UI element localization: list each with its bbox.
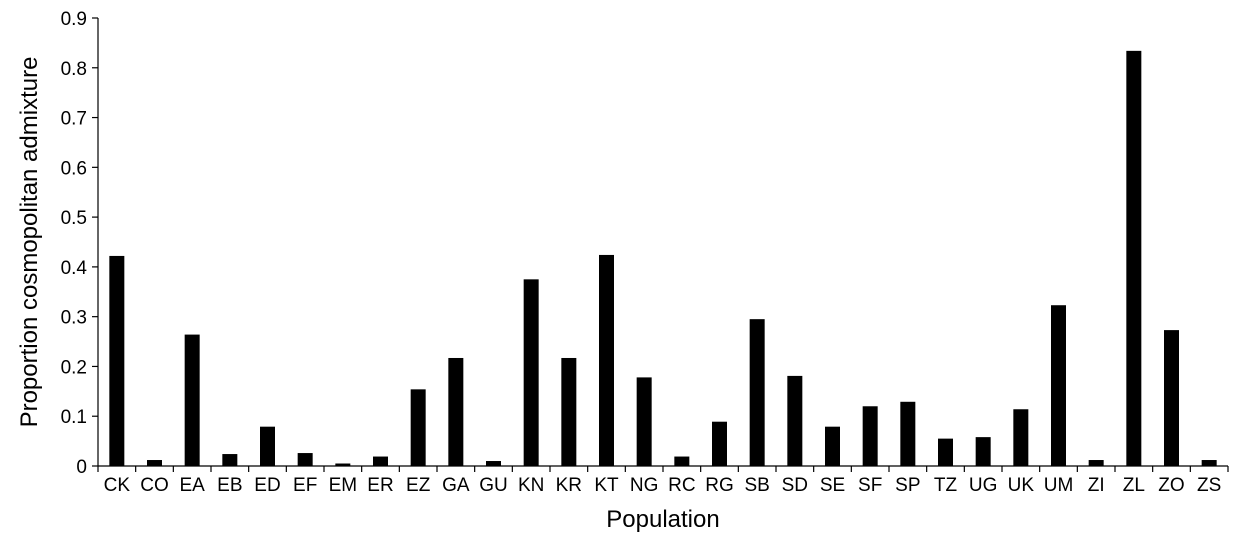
bar-zi	[1088, 460, 1104, 466]
bar-zo	[1164, 330, 1179, 466]
bar-rg	[712, 421, 727, 466]
x-tick-label-kr: KR	[556, 475, 582, 496]
x-tick-label-rg: RG	[705, 475, 734, 496]
bar-se	[825, 426, 840, 466]
y-tick-label: 0.1	[61, 407, 87, 428]
x-axis-label: Population	[606, 506, 719, 533]
bar-ga	[448, 357, 464, 466]
x-tick-label-sb: SB	[744, 475, 769, 496]
bar-gu	[486, 461, 501, 466]
x-tick-label-gu: GU	[479, 475, 508, 496]
x-tick-label-ea: EA	[179, 475, 205, 496]
x-tick-label-tz: TZ	[934, 475, 958, 496]
bar-co	[147, 460, 162, 466]
bar-em	[335, 463, 351, 466]
y-tick-label: 0.7	[61, 109, 87, 130]
x-tick-label-um: UM	[1044, 475, 1074, 496]
x-tick-label-ed: ED	[254, 475, 280, 496]
x-tick-label-eb: EB	[217, 475, 242, 496]
y-tick-label: 0	[76, 457, 87, 478]
x-tick-label-ug: UG	[969, 475, 998, 496]
y-tick-label: 0.9	[61, 9, 87, 30]
bar-um	[1051, 305, 1066, 466]
x-tick-label-zo: ZO	[1158, 475, 1184, 496]
x-tick-label-sf: SF	[858, 475, 882, 496]
x-tick-label-kt: KT	[594, 475, 619, 496]
bar-ea	[184, 334, 200, 466]
bar-zl	[1126, 50, 1142, 466]
y-tick-label: 0.8	[61, 59, 87, 80]
y-tick-label: 0.3	[61, 308, 87, 329]
bar-tz	[938, 438, 953, 466]
bar-er	[373, 456, 388, 466]
x-tick-label-co: CO	[140, 475, 169, 496]
y-tick-label: 0.2	[61, 357, 87, 378]
bar-eb	[222, 454, 238, 466]
bar-ef	[297, 453, 313, 466]
bar-kt	[599, 254, 614, 466]
bar-kn	[523, 279, 539, 466]
bar-ug	[975, 437, 991, 466]
x-tick-label-sd: SD	[782, 475, 808, 496]
bar-ng	[636, 377, 652, 466]
bar-sp	[900, 401, 916, 466]
x-tick-label-uk: UK	[1008, 475, 1035, 496]
x-tick-label-ez: EZ	[406, 475, 431, 496]
x-tick-label-se: SE	[820, 475, 845, 496]
bar-rc	[674, 456, 690, 466]
bar-zs	[1201, 460, 1217, 466]
y-tick-label: 0.6	[61, 158, 87, 179]
bar-sb	[749, 319, 765, 466]
x-tick-label-sp: SP	[895, 475, 920, 496]
bar-uk	[1013, 409, 1029, 466]
x-tick-label-ef: EF	[293, 475, 317, 496]
x-tick-label-rc: RC	[668, 475, 695, 496]
x-tick-label-zs: ZS	[1197, 475, 1221, 496]
y-axis-label: Proportion cosmopolitan admixture	[16, 57, 43, 428]
y-axis-ticks: 0 0.1 0.2 0.3 0.4 0.5 0.6 0.7 0.8 0.9	[61, 9, 98, 478]
x-tick-label-kn: KN	[518, 475, 544, 496]
bar-sf	[862, 406, 878, 466]
bar-ed	[260, 426, 275, 466]
y-tick-label: 0.5	[61, 208, 87, 229]
bar-ck	[109, 255, 125, 466]
x-tick-label-er: ER	[367, 475, 393, 496]
x-tick-label-ga: GA	[442, 475, 470, 496]
bar-sd	[787, 375, 803, 466]
y-tick-label: 0.4	[61, 258, 88, 279]
x-tick-label-em: EM	[329, 475, 358, 496]
x-tick-label-ng: NG	[630, 475, 659, 496]
x-tick-label-zi: ZI	[1088, 475, 1105, 496]
x-axis-ticks: CK CO EA EB ED EF EM ER EZ GA GU KN KR KT NG RC RG SB SD SE…	[97, 466, 1229, 496]
bar-ez	[410, 389, 426, 466]
x-tick-label-zl: ZL	[1123, 475, 1145, 496]
bar-kr	[561, 357, 577, 466]
bars	[109, 50, 1217, 466]
x-tick-label-ck: CK	[104, 475, 131, 496]
